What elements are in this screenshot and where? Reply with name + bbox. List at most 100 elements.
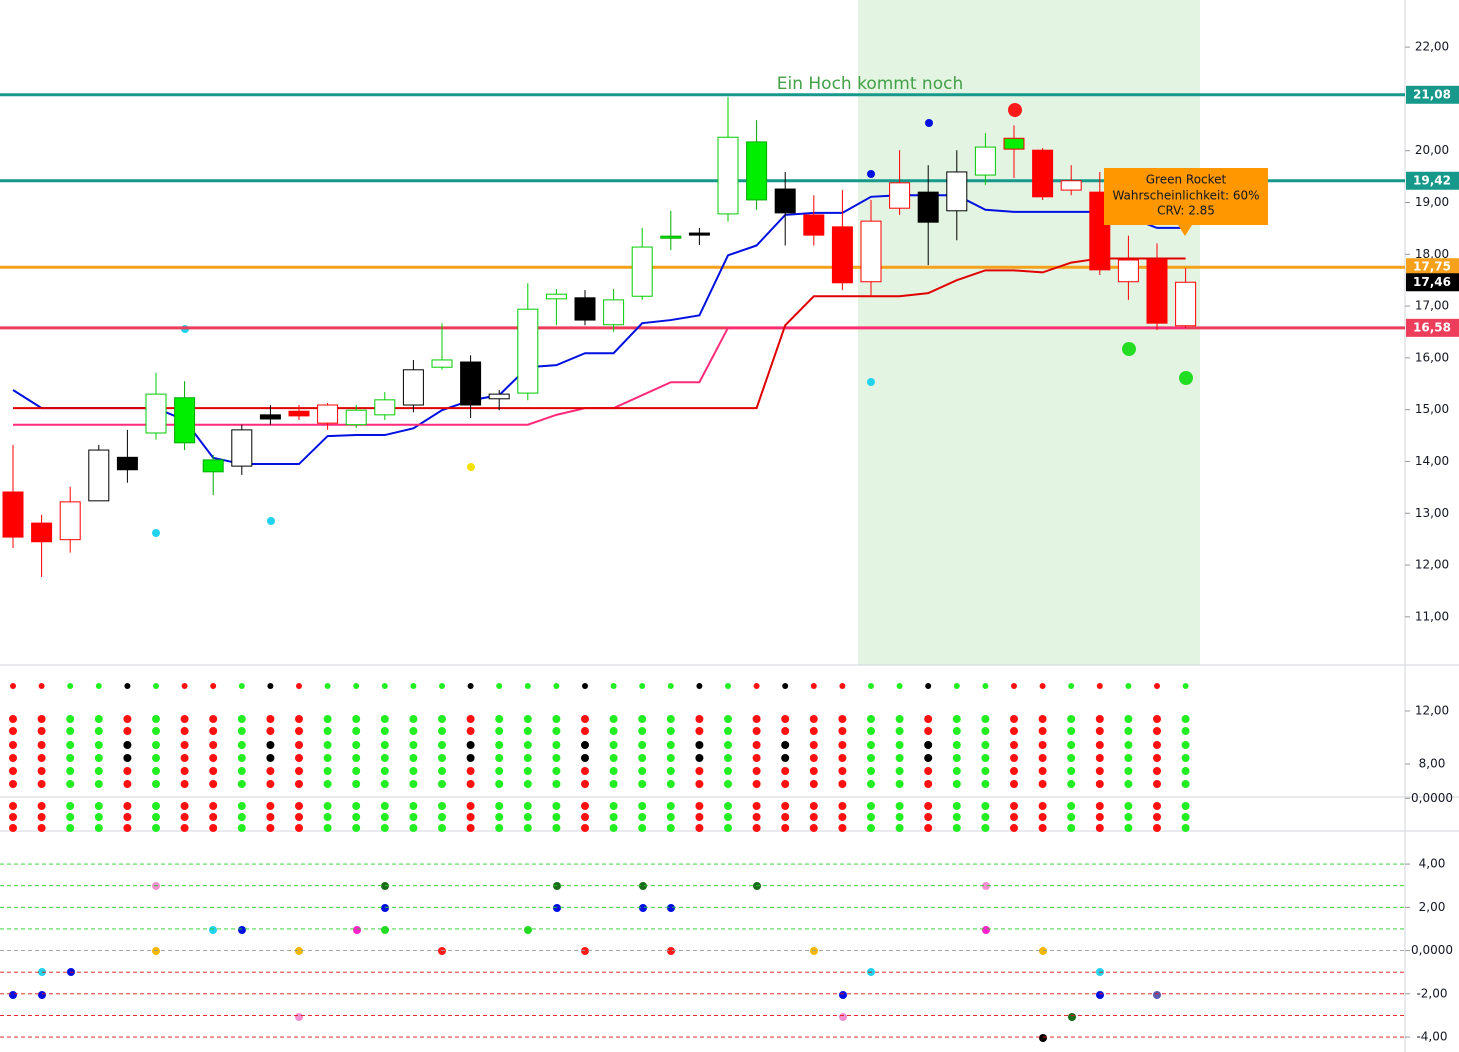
signal-dot	[695, 767, 704, 775]
candle-body	[88, 449, 110, 502]
signal-dot	[438, 727, 446, 735]
signal-dot	[1095, 715, 1104, 723]
signal-dot	[438, 824, 446, 832]
signal-dot	[552, 715, 561, 723]
signal-dot	[180, 767, 189, 775]
signal-dot	[1039, 683, 1046, 689]
signal-dot	[438, 802, 446, 810]
signal-dot	[1181, 780, 1190, 788]
signal-dot	[1181, 824, 1190, 832]
signal-dot	[1010, 780, 1018, 788]
signal-dot	[180, 727, 189, 735]
signal-dot	[724, 754, 732, 762]
signal-dot	[895, 802, 904, 810]
signal-dot	[495, 802, 504, 810]
signal-dot	[409, 754, 418, 762]
signal-dot	[524, 683, 531, 689]
signal-dot	[380, 727, 389, 735]
signal-dot	[781, 741, 790, 749]
price-tag	[1406, 171, 1459, 190]
signal-dot	[724, 767, 732, 775]
signal-dot	[981, 727, 990, 735]
signal-dot	[495, 767, 504, 775]
signal-dot	[895, 813, 904, 821]
signal-dot	[209, 813, 218, 821]
signal-dot	[180, 754, 189, 762]
signal-dot	[181, 683, 188, 689]
signal-dot	[152, 802, 160, 810]
signal-dot	[523, 767, 532, 775]
indicator-line	[12, 194, 1186, 466]
signal-dot	[924, 780, 933, 788]
signal-dot	[123, 754, 132, 762]
signal-dot	[867, 813, 875, 821]
signal-dot	[466, 767, 475, 775]
signal-dot	[638, 802, 647, 810]
signal-dot	[1067, 824, 1076, 832]
y-tick-label: 18,00	[1415, 247, 1449, 261]
signal-dot	[323, 780, 332, 788]
signal-dot	[809, 727, 818, 735]
signal-dot	[266, 824, 275, 832]
signal-dot	[267, 683, 274, 689]
candle-body	[202, 459, 224, 473]
signal-dot	[724, 802, 732, 810]
signal-dot	[867, 767, 875, 775]
signal-dot	[1067, 813, 1076, 821]
signal-dot	[380, 813, 389, 821]
signal-dot	[1067, 767, 1076, 775]
signal-dot	[9, 780, 17, 788]
signal-dot	[37, 741, 46, 749]
signal-dot	[952, 813, 961, 821]
signal-dot	[1095, 727, 1104, 735]
signal-dot	[981, 741, 990, 749]
signal-dot	[352, 715, 361, 723]
signal-dot	[1095, 813, 1104, 821]
signal-dot	[323, 741, 332, 749]
signal-dot	[466, 754, 475, 762]
signal-dot	[724, 813, 732, 821]
signal-dot	[1010, 767, 1018, 775]
signal-dot	[523, 824, 532, 832]
signal-dot	[981, 813, 990, 821]
signal-dot	[237, 813, 246, 821]
signal-dot	[438, 741, 446, 749]
signal-dot	[9, 715, 17, 723]
signal-dot	[1124, 767, 1133, 775]
signal-dot	[695, 824, 704, 832]
signal-dot	[696, 683, 703, 689]
y-tick-label: 11,00	[1415, 609, 1449, 623]
signal-dot	[237, 741, 246, 749]
signal-dot	[695, 802, 704, 810]
signal-dot	[638, 741, 647, 749]
signal-dot	[123, 727, 132, 735]
signal-dot	[1038, 824, 1047, 832]
signal-dot	[66, 754, 75, 762]
signal-dot	[638, 813, 647, 821]
signal-dot	[439, 683, 445, 689]
signal-dot	[752, 754, 761, 762]
candle-body	[1060, 180, 1082, 191]
signal-dot	[438, 767, 446, 775]
signal-dot	[867, 802, 875, 810]
signal-dot	[1038, 741, 1047, 749]
signal-dot	[152, 767, 160, 775]
candle-body	[345, 409, 367, 426]
callout-title: Green Rocket	[1146, 173, 1227, 187]
y-tick-label: 19,00	[1415, 195, 1449, 209]
signal-dot	[266, 813, 275, 821]
signal-dot	[695, 727, 704, 735]
y-tick-label: 4,00	[1419, 857, 1446, 871]
signal-dot	[409, 741, 418, 749]
signal-dot	[1038, 780, 1047, 788]
signal-dot	[9, 813, 17, 821]
signal-dot	[924, 824, 933, 832]
signal-dot	[552, 802, 561, 810]
signal-dot	[981, 754, 990, 762]
signal-dot	[152, 754, 160, 762]
signal-dot	[238, 683, 245, 689]
signal-dot	[695, 715, 704, 723]
signal-dot	[466, 802, 475, 810]
signal-dot	[952, 824, 961, 832]
y-tick-label: 15,00	[1415, 402, 1449, 416]
